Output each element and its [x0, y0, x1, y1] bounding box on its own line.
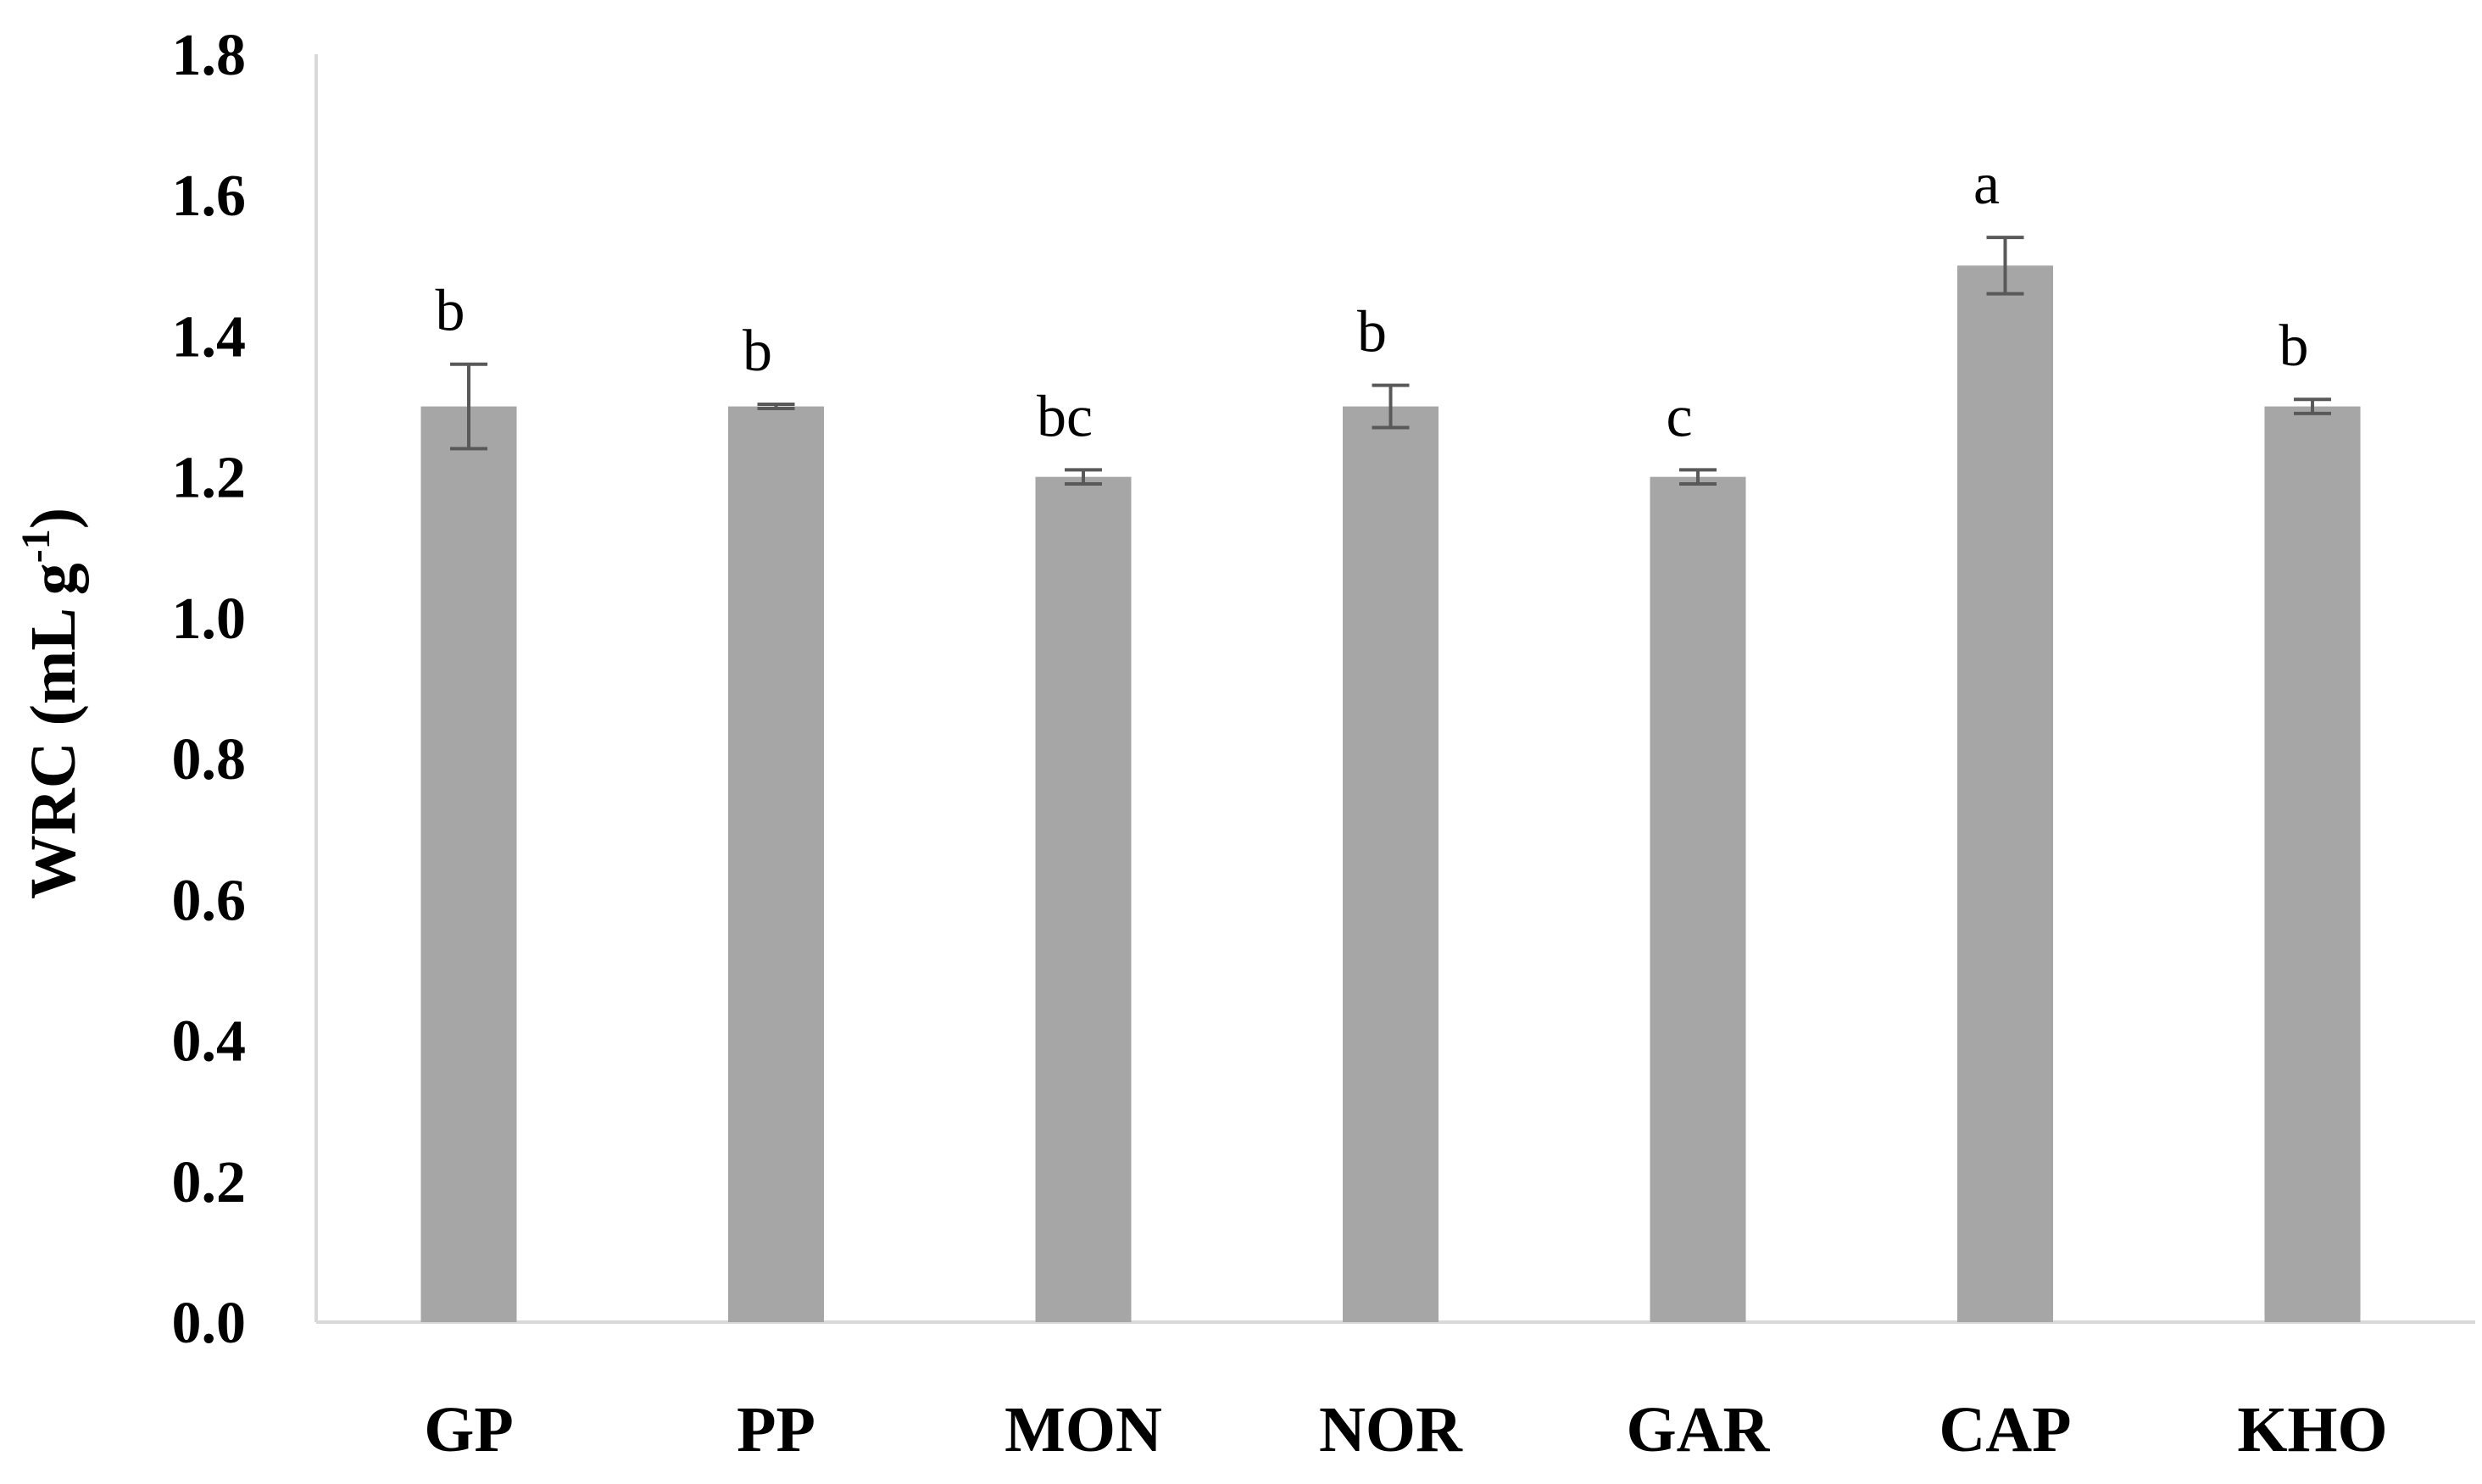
y-tick-label: 0.6: [172, 868, 247, 933]
significance-letter: a: [1973, 152, 2000, 217]
bar-cap: [1957, 265, 2053, 1322]
error-bar: [1679, 468, 1717, 486]
y-axis-title: WRC (mL g-1): [14, 508, 89, 899]
x-axis-category-labels: GP PP MON NOR GAR CAP KHO: [424, 1394, 2387, 1465]
significance-letter: b: [1357, 300, 1387, 365]
y-tick-label: 1.8: [172, 23, 247, 88]
x-category-label: PP: [737, 1394, 815, 1465]
error-bar: [1986, 236, 2024, 296]
y-axis-title-superscript: -1: [14, 529, 58, 563]
error-bar: [1372, 383, 1410, 430]
y-tick-label: 0.4: [172, 1009, 247, 1075]
significance-letter: c: [1666, 384, 1692, 449]
x-category-label: MON: [1004, 1394, 1162, 1465]
significance-letter: bc: [1037, 384, 1093, 449]
bar-mon: [1035, 476, 1132, 1322]
x-category-label: GAR: [1627, 1394, 1771, 1465]
y-tick-label: 1.0: [172, 586, 247, 652]
y-axis-tick-labels: 0.0 0.2 0.4 0.6 0.8 1.0 1.2 1.4 1.6 1.8: [172, 23, 247, 1356]
bars: [420, 265, 2361, 1322]
y-tick-label: 0.8: [172, 727, 247, 792]
x-category-label: GP: [424, 1394, 514, 1465]
error-bars: [450, 236, 2331, 486]
error-bar: [450, 362, 487, 451]
error-bar: [2294, 397, 2331, 415]
significance-letter: b: [743, 319, 772, 384]
bar-pp: [728, 406, 824, 1322]
bar-kho: [2264, 406, 2361, 1322]
x-category-label: CAP: [1939, 1394, 2071, 1465]
y-axis-title-text: WRC (mL g: [18, 563, 89, 899]
significance-letter: b: [436, 279, 465, 344]
y-tick-label: 0.2: [172, 1150, 247, 1215]
y-axis-title-suffix: ): [18, 508, 89, 529]
error-bar: [1065, 468, 1102, 486]
svg-text:WRC (mL g-1): WRC (mL g-1): [14, 508, 89, 899]
significance-letter: b: [2279, 314, 2309, 379]
y-tick-label: 0.0: [172, 1291, 247, 1356]
error-bar: [757, 403, 795, 411]
y-tick-label: 1.2: [172, 446, 247, 511]
y-tick-label: 1.4: [172, 304, 247, 370]
y-tick-label: 1.6: [172, 164, 247, 229]
bar-gar: [1650, 476, 1746, 1322]
x-category-label: KHO: [2237, 1394, 2387, 1465]
x-category-label: NOR: [1319, 1394, 1463, 1465]
bar-gp: [420, 406, 517, 1322]
bar-nor: [1343, 406, 1439, 1322]
